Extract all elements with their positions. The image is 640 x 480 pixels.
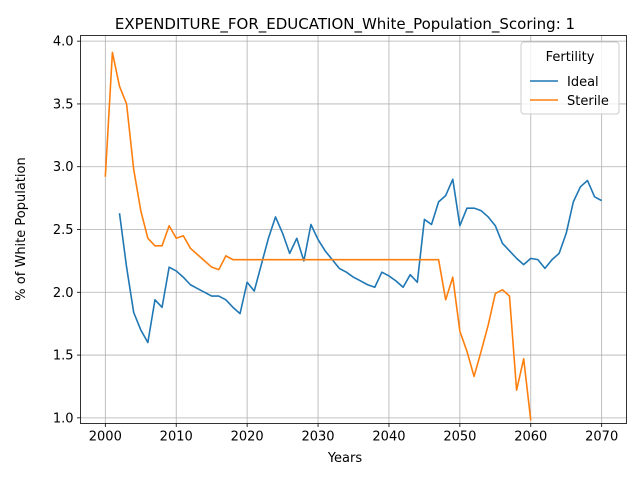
series-line-sterile	[104, 51, 532, 421]
x-tick-label: 2030	[301, 430, 334, 445]
x-tick-label: 2070	[585, 430, 618, 445]
y-tick-label: 4.0	[53, 35, 74, 50]
x-tick-label: 2010	[160, 430, 193, 445]
legend-box	[520, 41, 620, 115]
y-tick-label: 3.5	[53, 97, 74, 112]
y-axis-label: % of White Population	[14, 157, 29, 300]
x-tick-label: 2060	[514, 430, 547, 445]
y-tick-label: 3.0	[53, 160, 74, 175]
y-tick-label: 2.5	[53, 223, 74, 238]
chart-title: EXPENDITURE_FOR_EDUCATION_White_Populati…	[115, 15, 575, 34]
series-line-ideal	[118, 178, 603, 344]
legend-label-sterile: Sterile	[567, 94, 609, 109]
x-tick-label: 2020	[231, 430, 264, 445]
legend-label-ideal: Ideal	[567, 75, 599, 90]
legend-title: Fertility	[546, 50, 595, 65]
legend: Fertility Ideal Sterile	[520, 41, 620, 115]
x-tick-label: 2050	[443, 430, 476, 445]
y-tick-label: 2.0	[53, 286, 74, 301]
y-tick-label: 1.5	[53, 349, 74, 364]
x-axis-label: Years	[327, 451, 363, 466]
y-tick-label: 1.0	[53, 411, 74, 426]
x-tick-label: 2040	[372, 430, 405, 445]
series-lines	[104, 51, 603, 421]
x-tick-label: 2000	[89, 430, 122, 445]
axis-ticks: 2000 2010 2020 2030 2040 2050 2060 2070 1.0 1.5 2.…	[53, 35, 618, 445]
